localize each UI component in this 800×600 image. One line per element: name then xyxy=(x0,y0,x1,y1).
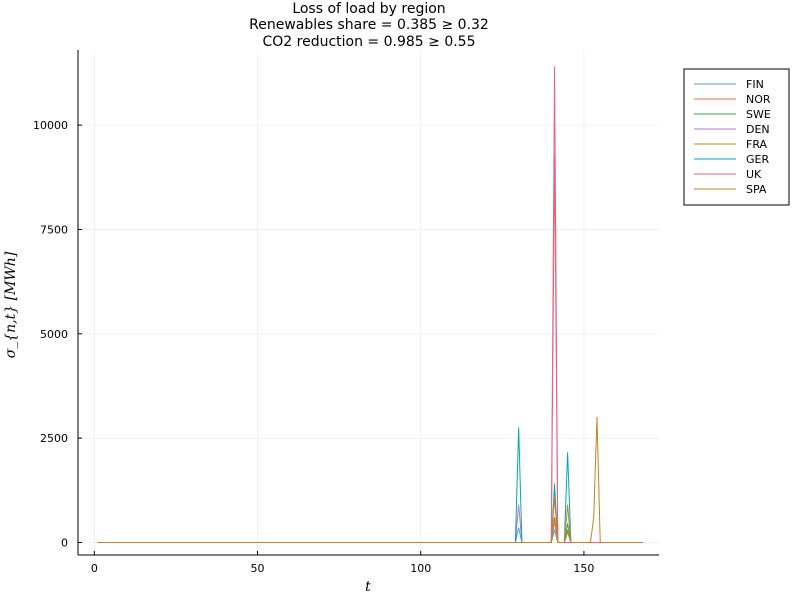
legend-box xyxy=(683,68,790,206)
legend-label-ger: GER xyxy=(746,153,769,166)
legend-label-spa: SPA xyxy=(746,183,767,196)
axes xyxy=(77,50,659,556)
y-axis-label: σ_{n,t} [MWh] xyxy=(3,251,19,358)
title-block: Loss of load by region Renewables share … xyxy=(249,1,489,50)
series-line-spa xyxy=(97,416,643,543)
y-tick-label: 10000 xyxy=(33,119,68,132)
y-tick-label: 7500 xyxy=(40,223,68,236)
x-axis-label: t xyxy=(365,579,371,595)
x-tick-label: 150 xyxy=(573,562,594,575)
x-ticks: 0 50 100 150 xyxy=(91,551,594,575)
chart-title-line-2: Renewables share = 0.385 ≥ 0.32 xyxy=(249,17,489,33)
y-tick-label: 5000 xyxy=(40,328,68,341)
y-tick-label: 0 xyxy=(61,536,68,549)
x-tick-label: 0 xyxy=(91,562,98,575)
legend-label-nor: NOR xyxy=(746,93,771,106)
series-line-fra xyxy=(97,516,643,543)
chart-title-line-1: Loss of load by region xyxy=(292,1,445,17)
x-tick-label: 50 xyxy=(251,562,265,575)
y-ticks: 0 2500 5000 7500 10000 xyxy=(33,119,82,549)
y-tick-label: 2500 xyxy=(40,432,68,445)
legend-label-den: DEN xyxy=(746,123,770,136)
series-line-den xyxy=(97,504,643,543)
legend-label-fra: FRA xyxy=(746,138,768,151)
grid xyxy=(78,50,659,555)
series-line-nor xyxy=(97,153,643,543)
series-line-ger xyxy=(97,427,643,543)
chart-title-line-3: CO2 reduction = 0.985 ≥ 0.55 xyxy=(262,34,475,50)
legend-label-fin: FIN xyxy=(746,78,764,91)
series-line-fin xyxy=(97,527,643,543)
series-line-swe xyxy=(97,491,643,543)
series-line-uk xyxy=(97,66,643,543)
legend-label-uk: UK xyxy=(746,168,762,181)
legend: FIN NOR SWE DEN FRA GER UK SPA xyxy=(683,68,790,206)
x-tick-label: 100 xyxy=(410,562,431,575)
legend-label-swe: SWE xyxy=(746,108,771,121)
series-layer xyxy=(97,66,643,543)
